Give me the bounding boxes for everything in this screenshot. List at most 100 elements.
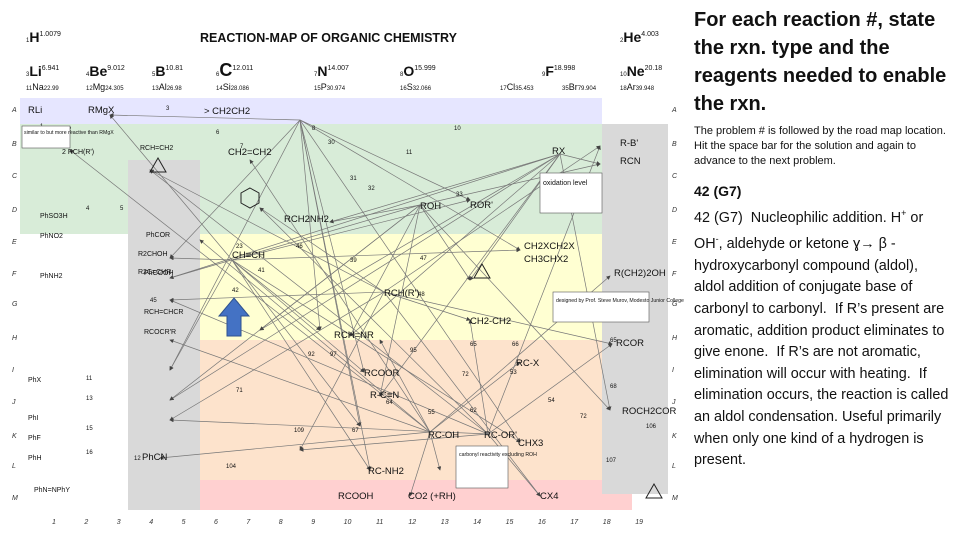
row-letter-right: B [672,141,677,148]
reaction-number: 41 [258,268,265,274]
row-letter-right: C [672,173,678,180]
reaction-arrow [419,162,601,206]
reaction-arrow [468,319,489,435]
periodic-header: 1H1.0079 2He4.003 3Li6.941 4Be9.012 5B10.81 6… [26,29,662,92]
column-number: 3 [117,519,121,526]
reaction-arrow [429,431,442,471]
element-n: 7N14.007 [314,63,349,79]
reaction-arrow [231,259,321,331]
reaction-arrow [383,145,601,293]
element-mg: 12Mg24.305 [86,82,124,92]
row-letter-right: K [672,433,677,440]
reaction-arrow [299,119,362,427]
reaction-arrow [69,149,431,433]
legend-source: designed by Prof. Steve Murov, Modesto J… [556,298,684,304]
column-number: 12 [408,519,416,526]
compound-label: PhI [28,415,39,422]
compound-label: CHX3 [518,438,543,449]
reaction-arrow [169,119,301,259]
reaction-number: 72 [462,372,469,378]
row-letter-right: H [672,335,678,342]
row-letter: G [12,301,18,308]
reaction-arrow [169,119,301,371]
reaction-arrow [383,291,613,346]
reaction-number: 4 [86,206,90,212]
compound-label: ROH [420,201,441,212]
reaction-arrow [349,204,421,337]
epoxide-icon [473,262,491,279]
question-text: For each reaction #, state the rxn. type… [694,9,947,115]
compound-label: RMgX [88,105,115,116]
reaction-numbers: 1234567810113031323323394142434546474865… [40,106,657,470]
row-letter: M [12,495,18,502]
element-si: 14Si28.086 [216,82,250,92]
compound-label: PhN=NPhY [34,487,70,494]
answer-text: 42 (G7) Nucleophilic addition. H+ or OH-… [694,208,953,469]
reaction-arrow [231,259,521,443]
compound-label: PhNH2 [40,273,63,280]
row-letter: D [12,207,17,214]
reaction-number: 62 [470,408,477,414]
reaction-arrow [169,259,233,371]
reaction-arrow [259,207,489,435]
reaction-arrow [299,433,489,452]
column-number: 2 [83,519,88,526]
reaction-arrow [169,291,385,421]
reaction-arrows [69,112,613,497]
reaction-arrow [419,204,611,411]
reaction-arrow [231,259,361,427]
reaction-number: 39 [350,258,357,264]
compound-label: RCOR [616,338,644,349]
row-letter: B [12,141,17,148]
row-letter-right: D [672,207,677,214]
reaction-map: RLi RMgX > CH2CH2 CH2=CH2 RX R-B' RCN ROH ROR' RC… [11,29,685,526]
reaction-arrow [249,159,431,433]
compound-label: CH≡CH [232,250,265,261]
reaction-arrow [329,204,421,224]
column-number: 5 [182,519,186,526]
reaction-number: 55 [428,410,435,416]
compound-label: RCH=CH2 [140,145,173,152]
reaction-number: 53 [510,370,517,376]
reaction-number: 6 [216,130,220,136]
reaction-number: 65 [610,338,617,344]
compound-label: RX [552,146,566,157]
reaction-number: 67 [352,428,359,434]
instructions-note: The problem # is followed by the road ma… [694,125,946,167]
element-s: 16S32.066 [400,82,432,92]
row-letter: A [11,107,17,114]
compound-label: RCH(R') [384,288,420,299]
reaction-number: 11 [406,150,413,156]
compound-label: RC-OR' [484,430,517,441]
cyclopropane-icon [149,156,167,173]
element-ne: 10Ne20.18 [620,63,662,79]
element-h: 1H1.0079 [26,29,61,45]
compound-label: CO2 (+RH) [408,491,456,502]
reaction-number: 11 [86,376,93,382]
reaction-number: 47 [420,256,427,262]
reaction-arrow [487,433,541,497]
compound-label: PhX [28,377,42,384]
column-number: 11 [376,519,383,526]
reaction-number: 16 [86,450,93,456]
map-title: REACTION-MAP OF ORGANIC CHEMISTRY [200,31,458,45]
element-c: 6C12.011 [216,60,253,80]
reaction-number: 10 [454,126,461,132]
reaction-arrow [299,119,471,201]
compound-label: R-C≡N [370,390,399,401]
compound-label: PhF [28,435,41,442]
reaction-number: 72 [580,414,587,420]
reaction-number: 46 [296,244,303,250]
reaction-number: 33 [456,192,463,198]
compound-label: CH3CHX2 [524,254,568,265]
column-number: 4 [149,519,153,526]
band-a [20,98,602,124]
element-p: 15P30.974 [314,82,346,92]
reaction-number: 54 [548,398,555,404]
reaction-number: 97 [330,352,337,358]
column-number: 19 [635,519,643,526]
compound-label: R2CHOH [138,251,168,258]
legend-carbonyl: carbonyl reactivity excluding ROH [459,452,537,458]
row-letters: A A B B C C D D E E F F G G H H I I J J K K L L M M [11,107,678,502]
reaction-number: 109 [294,428,305,434]
